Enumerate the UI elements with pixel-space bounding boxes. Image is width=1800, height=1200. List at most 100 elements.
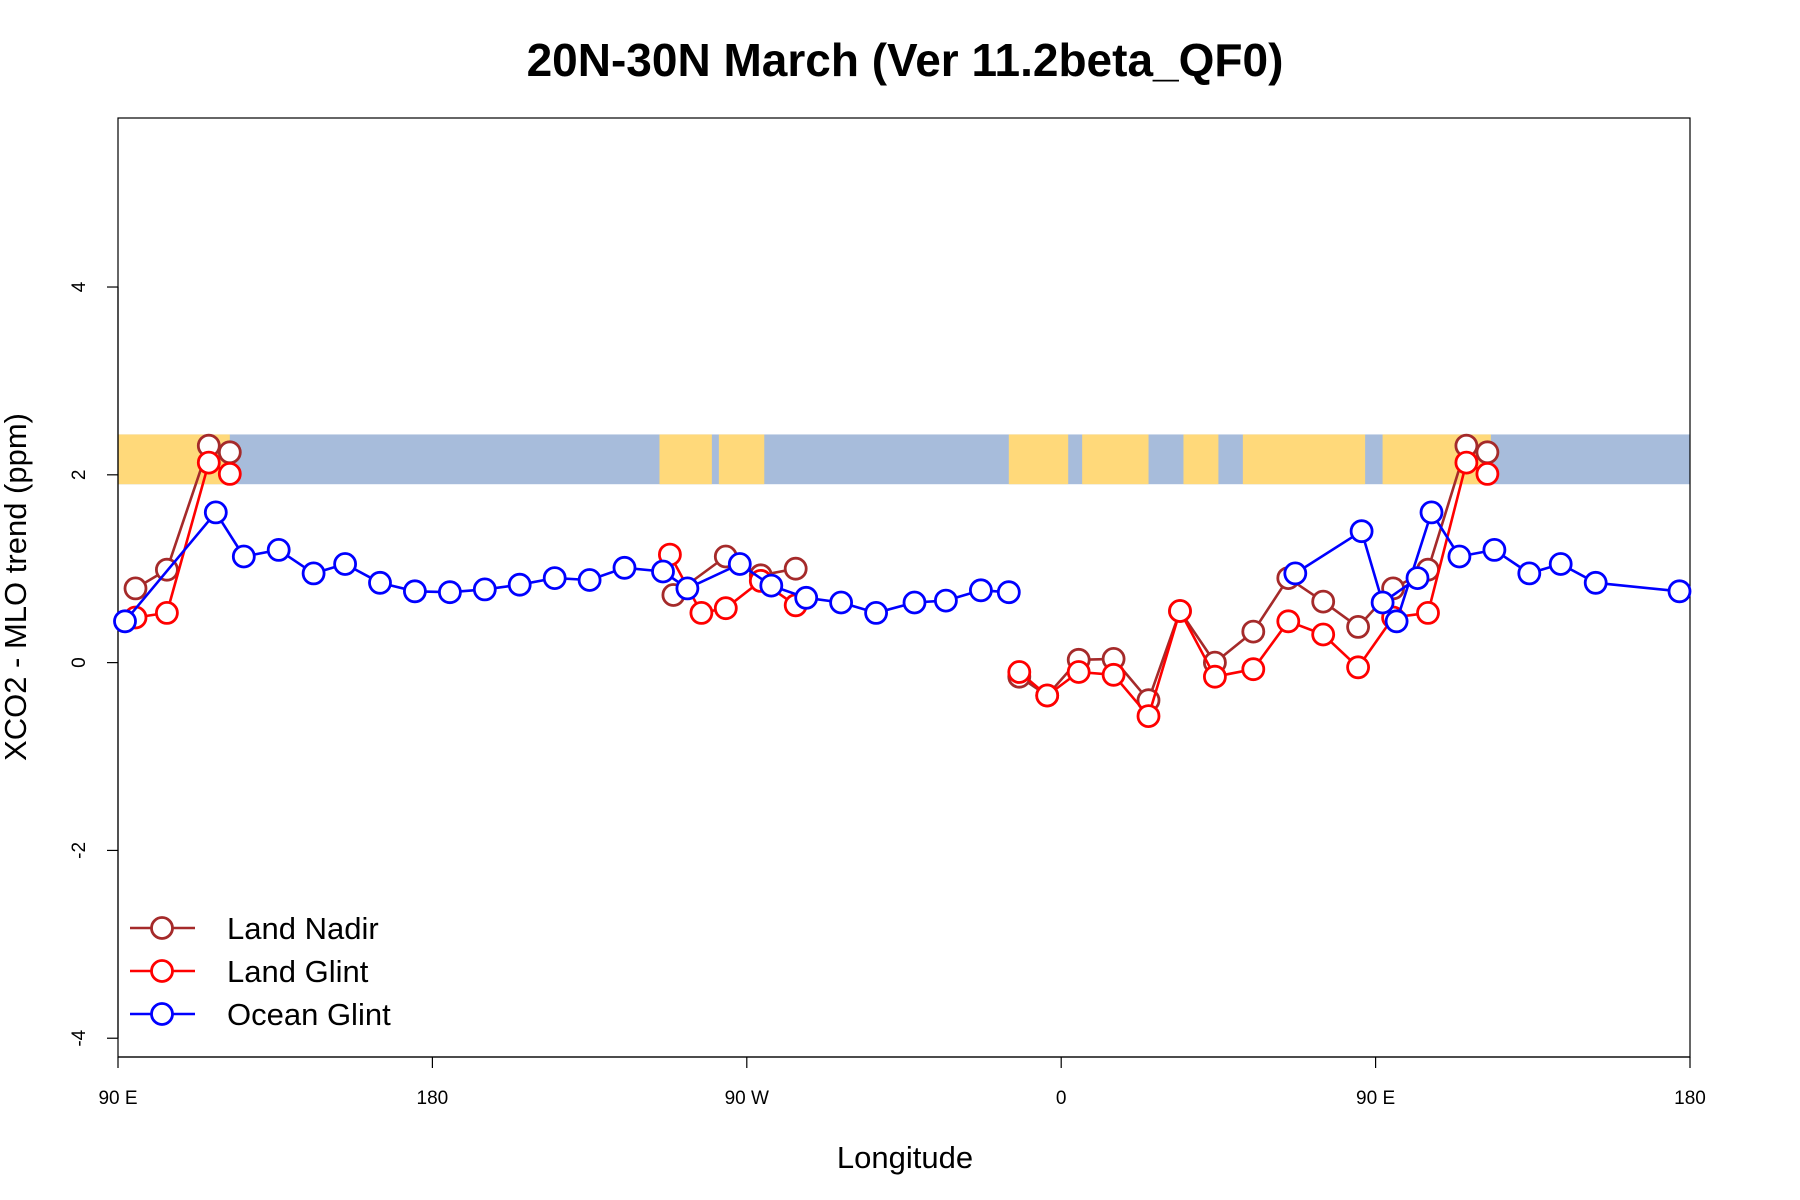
data-point [713,596,738,621]
series-line [135,461,231,619]
x-tick-label: 180 [1674,1088,1706,1109]
legend-marker [150,1002,174,1026]
x-tick-label: 90 E [98,1088,137,1109]
series-line [1294,529,1419,604]
data-point [934,588,958,613]
data-point [542,566,567,590]
legend-item: Land Nadir [130,911,379,946]
data-point [1136,704,1161,728]
axes: 90 E 180 90 W 0 90 E 180 -4 -2 0 2 4 [69,281,1706,1109]
data-point [1482,538,1507,562]
data-point [727,552,752,576]
data-point [402,579,427,604]
data-point [1475,461,1500,486]
legend: Land Nadir Land Glint Ocean Glint [130,911,391,1032]
y-tick-label: 4 [69,281,90,292]
map-band-land [1082,434,1149,485]
data-point [333,552,358,576]
data-point [1384,609,1409,634]
map-band-land [1183,434,1219,485]
data-point [1101,662,1126,687]
legend-label: Ocean Glint [227,997,391,1032]
data-point [612,555,637,580]
legend-marker [150,959,174,983]
map-band [118,434,1690,485]
data-point [969,578,993,603]
data-point [113,609,137,634]
data-point [577,568,602,592]
data-point [437,580,462,605]
legend-label: Land Glint [227,954,369,989]
data-point [1203,664,1227,689]
data-point [759,573,784,598]
series-layer [113,433,1692,728]
data-point [1416,601,1440,625]
x-tick-label: 180 [417,1088,449,1109]
data-point [301,561,326,586]
data-point [507,572,532,597]
x-tick-label: 90 E [1356,1088,1395,1109]
data-point [123,576,148,601]
data-point [1035,683,1060,708]
data-point [1007,660,1032,684]
data-point [1283,561,1308,586]
legend-marker [150,916,174,940]
data-point [651,559,675,584]
x-axis-label: Longitude [837,1140,973,1175]
data-point [203,500,228,525]
y-tick-label: 0 [69,657,90,668]
y-tick-label: -4 [69,1029,90,1046]
data-point [1447,544,1472,569]
x-tick-label: 0 [1056,1088,1067,1109]
data-point [1370,590,1395,615]
y-tick-label: 2 [69,470,90,481]
map-band-land [1242,434,1366,485]
data-point [902,590,927,615]
data-point [1066,660,1091,684]
data-point [266,538,291,562]
data-point [154,601,179,625]
data-point [675,576,700,601]
data-point [1349,519,1374,544]
data-point [829,590,853,615]
data-point [1311,622,1336,647]
data-point [1241,619,1266,644]
chart-title: 20N-30N March (Ver 11.2beta_QF0) [527,34,1284,86]
data-point [1475,440,1500,465]
data-point [1405,566,1430,590]
y-tick-label: -2 [69,842,90,859]
data-point [864,601,888,625]
data-point [689,601,714,625]
data-point [368,570,392,595]
data-point [472,577,497,602]
data-point [1276,609,1301,634]
data-point [794,585,819,610]
x-tick-label: 90 W [725,1088,769,1109]
data-point [217,461,242,486]
data-point [1241,657,1266,682]
data-point [231,544,256,569]
data-point [1346,615,1370,639]
legend-item: Land Glint [130,954,369,989]
data-point [783,556,808,581]
map-band-land [718,434,765,485]
data-point [1667,579,1692,604]
map-band-land [1008,434,1069,485]
y-axis-label: XCO2 - MLO trend (ppm) [0,413,33,761]
data-point [1346,655,1370,680]
data-point [1548,552,1573,576]
series-ocean-glint [113,500,1692,634]
data-point [1583,570,1608,595]
legend-item: Ocean Glint [130,997,391,1032]
data-point [1454,450,1479,475]
data-point [1311,589,1336,614]
data-point [1168,599,1192,623]
data-point [196,450,221,475]
map-band-land [659,434,712,485]
data-point [217,440,242,465]
data-point [1517,561,1542,586]
legend-label: Land Nadir [227,911,379,946]
data-point [996,580,1021,605]
